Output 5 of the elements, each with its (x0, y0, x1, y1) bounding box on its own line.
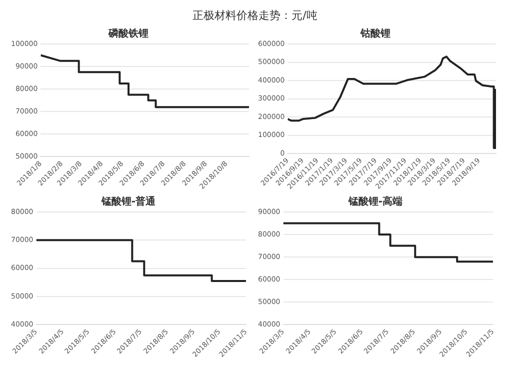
chart-title: 钴酸锂 (360, 28, 390, 40)
text: 正极材料价格走势：元/吨 (192, 8, 318, 24)
chart-title: 磷酸铁锂 (108, 28, 148, 40)
chart-title: 锰酸锂-高端 (347, 196, 403, 208)
chart-title: 锰酸锂-普通 (100, 196, 157, 208)
